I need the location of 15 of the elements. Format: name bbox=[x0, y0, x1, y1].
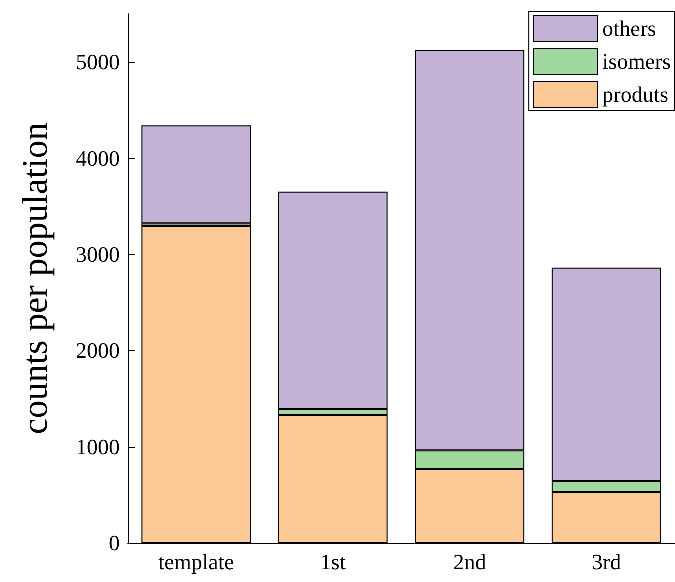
y-tick-label: 2000 bbox=[76, 338, 120, 364]
x-tick-label: 2nd bbox=[453, 550, 486, 574]
y-tick-label: 0 bbox=[109, 530, 120, 556]
legend-label: produts bbox=[602, 82, 669, 107]
y-tick-label: 5000 bbox=[76, 50, 120, 75]
legend-label: isomers bbox=[602, 49, 672, 74]
y-tick-label: 1000 bbox=[76, 434, 120, 460]
bar bbox=[142, 126, 252, 224]
y-tick-label: 4000 bbox=[76, 146, 120, 171]
y-tick-label: 3000 bbox=[76, 242, 120, 267]
x-tick-label: 3rd bbox=[592, 550, 622, 574]
x-tick-label: template bbox=[158, 550, 234, 574]
legend-label: others bbox=[602, 16, 656, 41]
x-tick-label: 1st bbox=[320, 550, 346, 574]
y-axis-title: counts per population bbox=[15, 122, 55, 434]
